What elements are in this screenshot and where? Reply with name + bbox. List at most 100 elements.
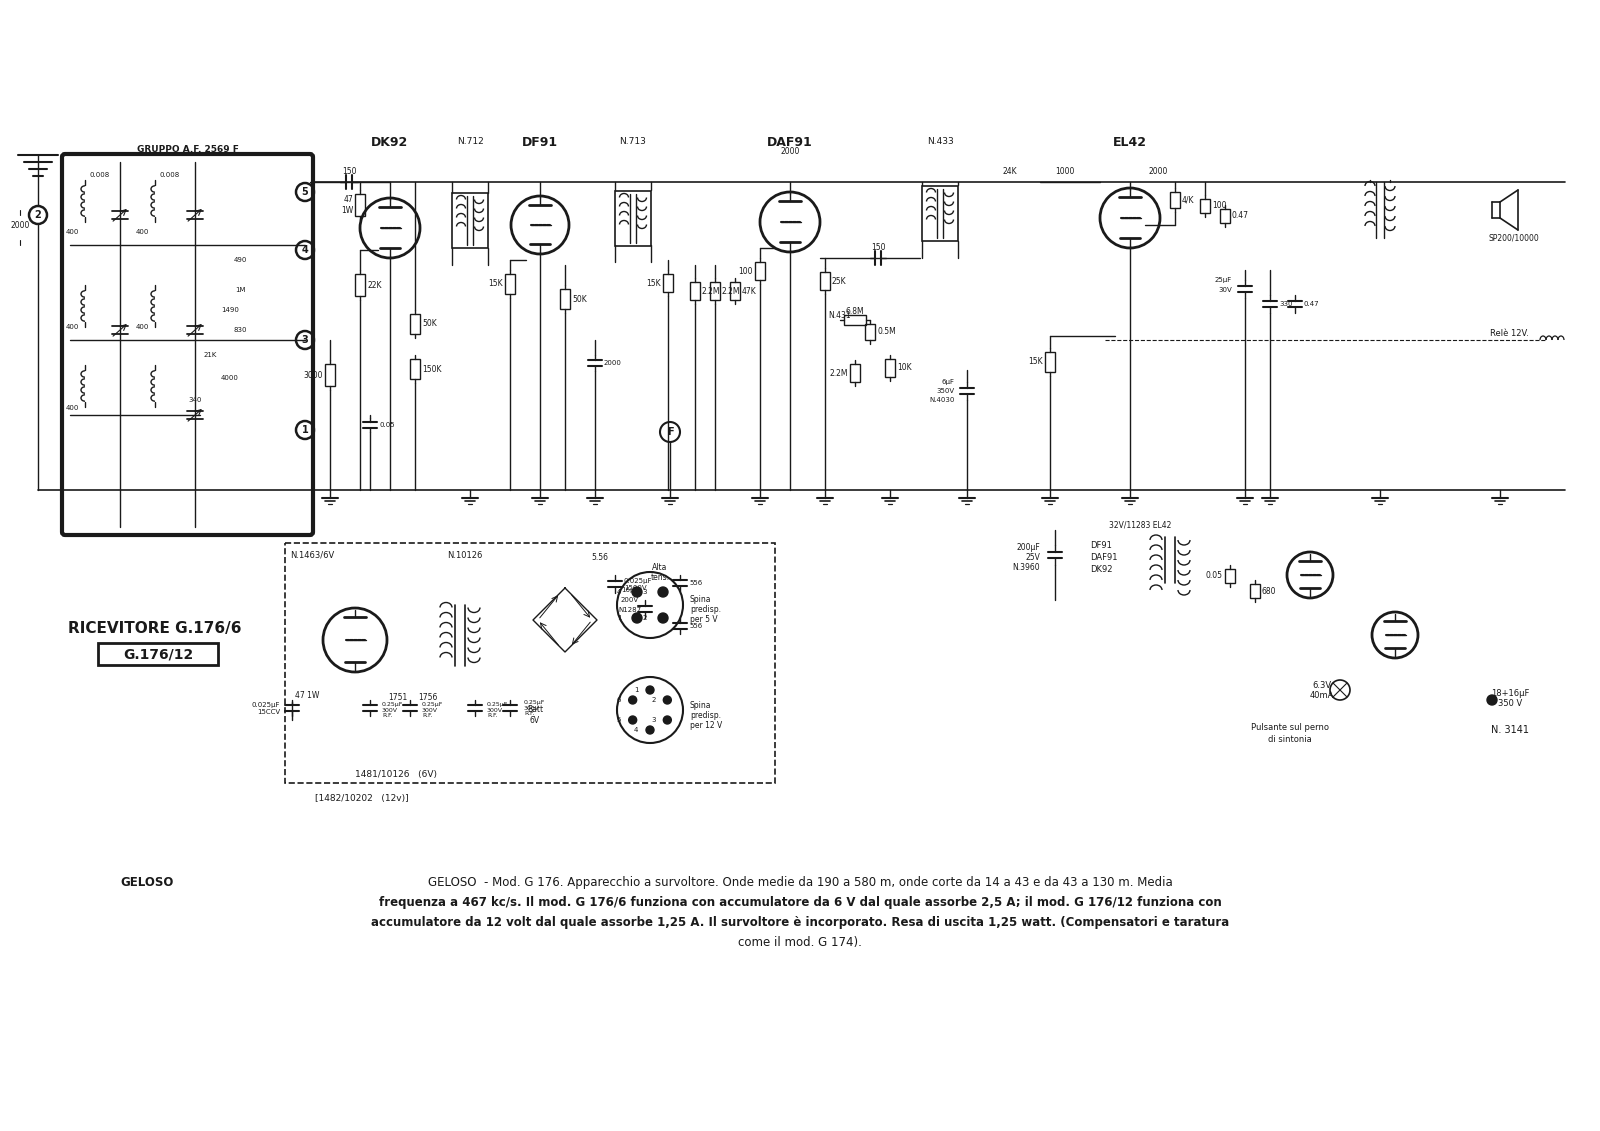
- Bar: [355, 195, 365, 216]
- Bar: [690, 282, 701, 300]
- Text: 50K: 50K: [422, 319, 437, 328]
- Text: 2000: 2000: [605, 360, 622, 366]
- Text: N.3960: N.3960: [1013, 563, 1040, 572]
- Bar: [410, 359, 419, 379]
- Text: DF91: DF91: [1090, 541, 1112, 550]
- Bar: [885, 359, 894, 377]
- Circle shape: [1486, 696, 1498, 705]
- Bar: [1045, 352, 1054, 372]
- Text: 400: 400: [66, 405, 78, 411]
- Text: 0.25µF
300V
R.F.: 0.25µF 300V R.F.: [422, 701, 443, 718]
- Text: 400: 400: [66, 323, 78, 330]
- Text: 1756: 1756: [418, 693, 438, 702]
- Text: 6.3V: 6.3V: [1312, 681, 1331, 690]
- Text: 1481/10126   (6V): 1481/10126 (6V): [355, 770, 437, 779]
- Text: 2.2M: 2.2M: [722, 286, 741, 295]
- Text: 0.25µF
300V
R.F.: 0.25µF 300V R.F.: [525, 700, 546, 716]
- Text: 1: 1: [616, 615, 621, 621]
- Text: 4: 4: [618, 589, 621, 595]
- Text: 150K: 150K: [422, 364, 442, 373]
- Text: predisp.: predisp.: [690, 605, 722, 614]
- Text: 2000: 2000: [1149, 167, 1168, 176]
- Text: 350 V: 350 V: [1498, 699, 1522, 708]
- Text: 2: 2: [35, 210, 42, 221]
- Text: predisp.: predisp.: [690, 710, 722, 719]
- Bar: [730, 282, 739, 300]
- Text: 24K: 24K: [1003, 167, 1018, 176]
- Text: 5: 5: [616, 717, 621, 723]
- Text: N.712: N.712: [456, 137, 483, 146]
- Bar: [410, 314, 419, 334]
- Text: 22K: 22K: [366, 280, 381, 290]
- Text: N. 3141: N. 3141: [1491, 725, 1530, 735]
- Text: 100: 100: [739, 267, 754, 276]
- Text: 330: 330: [1278, 301, 1293, 307]
- Text: per 12 V: per 12 V: [690, 720, 722, 729]
- Text: 0.008: 0.008: [160, 172, 181, 178]
- Text: di sintonia: di sintonia: [1269, 735, 1312, 744]
- Bar: [819, 271, 830, 290]
- Text: DAF91: DAF91: [766, 137, 813, 149]
- Bar: [614, 190, 651, 245]
- Bar: [866, 323, 875, 340]
- Text: 4000: 4000: [221, 375, 238, 381]
- Text: 50K: 50K: [573, 294, 587, 303]
- Text: 3000: 3000: [304, 371, 323, 380]
- Text: 400: 400: [136, 323, 149, 330]
- Text: accumulatore da 12 volt dal quale assorbe 1,25 A. Il survoltore è incorporato. R: accumulatore da 12 volt dal quale assorb…: [371, 916, 1229, 929]
- Text: 2000: 2000: [781, 147, 800, 156]
- Text: 5: 5: [302, 187, 309, 197]
- Bar: [560, 290, 570, 309]
- Bar: [710, 282, 720, 300]
- Text: N.4030: N.4030: [930, 397, 955, 403]
- Text: 2.2M: 2.2M: [829, 369, 848, 378]
- Text: 6: 6: [616, 697, 621, 703]
- Text: 6µF: 6µF: [942, 379, 955, 385]
- Circle shape: [629, 716, 637, 724]
- Text: G.176/12: G.176/12: [123, 648, 194, 662]
- Text: 400: 400: [66, 228, 78, 235]
- Text: 25V: 25V: [1026, 553, 1040, 562]
- Text: Alta: Alta: [653, 563, 667, 572]
- Text: GELOSO: GELOSO: [120, 877, 173, 889]
- Bar: [355, 274, 365, 296]
- Text: 15K: 15K: [1029, 357, 1043, 366]
- Circle shape: [664, 716, 672, 724]
- Text: RICEVITORE G.176/6: RICEVITORE G.176/6: [69, 621, 242, 636]
- Text: 4: 4: [634, 727, 638, 733]
- Text: Batt
6V: Batt 6V: [526, 706, 542, 725]
- Bar: [453, 192, 488, 248]
- Text: 1000: 1000: [1056, 167, 1075, 176]
- Circle shape: [658, 587, 669, 597]
- Text: 0.25µF
300V
R.F.: 0.25µF 300V R.F.: [486, 701, 509, 718]
- Text: 3: 3: [651, 717, 656, 723]
- Text: F: F: [667, 428, 674, 437]
- Circle shape: [629, 696, 637, 703]
- Text: EL42: EL42: [1114, 137, 1147, 149]
- Text: 10K: 10K: [898, 363, 912, 372]
- Text: 150: 150: [870, 243, 885, 252]
- Text: N1287: N1287: [619, 607, 642, 613]
- Text: Relè 12V.: Relè 12V.: [1490, 328, 1528, 337]
- Text: 1751: 1751: [389, 693, 408, 702]
- Bar: [922, 185, 958, 241]
- Text: 1: 1: [634, 687, 638, 693]
- Circle shape: [646, 687, 654, 694]
- Text: tens.: tens.: [651, 573, 669, 582]
- Text: 0.05: 0.05: [1206, 571, 1222, 580]
- Text: DK92: DK92: [371, 137, 408, 149]
- Text: 1490: 1490: [221, 307, 238, 313]
- Text: Pulsante sul perno: Pulsante sul perno: [1251, 724, 1330, 733]
- Circle shape: [646, 726, 654, 734]
- Text: 2: 2: [643, 615, 646, 621]
- Text: GRUPPO A.F. 2569 F: GRUPPO A.F. 2569 F: [136, 145, 238, 154]
- Bar: [1200, 199, 1210, 213]
- Text: N.1463/6V: N.1463/6V: [290, 551, 334, 560]
- Text: 6.8M: 6.8M: [846, 308, 864, 317]
- Bar: [1226, 569, 1235, 582]
- Text: 25µF: 25µF: [1214, 277, 1232, 283]
- Bar: [285, 543, 774, 783]
- Text: per 5 V: per 5 V: [690, 615, 718, 624]
- Circle shape: [664, 696, 672, 703]
- Circle shape: [632, 613, 642, 623]
